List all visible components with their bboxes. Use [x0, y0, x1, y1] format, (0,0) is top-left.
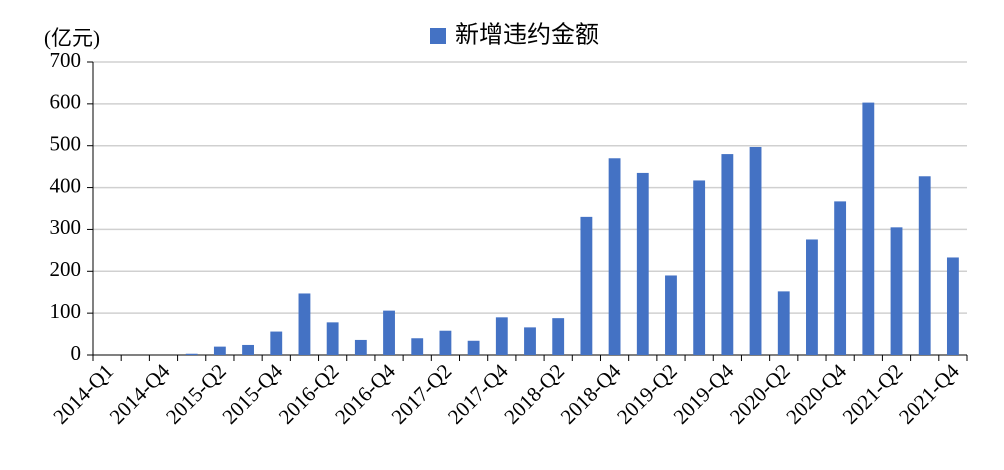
- bar: [862, 102, 875, 355]
- bar: [326, 322, 339, 355]
- bar: [298, 293, 311, 355]
- bar: [270, 331, 283, 355]
- bar: [242, 344, 254, 355]
- x-tick-label: 2020-Q2: [725, 359, 795, 429]
- y-tick-label: 200: [50, 257, 82, 281]
- y-tick-label: 600: [50, 90, 82, 114]
- bar: [806, 239, 818, 355]
- x-tick-label: 2014-Q1: [48, 359, 118, 429]
- legend-label: 新增违约金额: [455, 22, 599, 49]
- bar: [721, 154, 734, 355]
- x-tick-label: 2016-Q2: [274, 359, 344, 429]
- x-tick-label: 2018-Q2: [499, 359, 569, 429]
- bar: [383, 310, 395, 355]
- bar: [213, 346, 226, 355]
- bar: [665, 275, 677, 355]
- bar: [608, 158, 621, 355]
- x-tick-label: 2018-Q4: [556, 359, 626, 429]
- x-tick-label: 2020-Q4: [781, 359, 851, 429]
- bar: [749, 146, 762, 355]
- bar: [834, 201, 847, 355]
- bar: [777, 291, 790, 355]
- bar: [411, 338, 424, 355]
- bar: [890, 227, 903, 355]
- bar: [918, 176, 931, 355]
- x-tick-label: 2019-Q4: [669, 359, 739, 429]
- x-tick-label: 2017-Q2: [387, 359, 457, 429]
- bar: [946, 257, 959, 355]
- y-tick-label: 300: [50, 215, 82, 239]
- bar: [467, 340, 480, 355]
- x-tick-label: 2015-Q2: [161, 359, 231, 429]
- x-tick-label: 2017-Q4: [443, 359, 513, 429]
- x-tick-label: 2016-Q4: [330, 359, 400, 429]
- y-tick-label: 700: [50, 48, 82, 72]
- y-tick-label: 400: [50, 173, 82, 197]
- bar: [439, 330, 452, 355]
- y-tick-label: 0: [71, 341, 82, 365]
- bar: [552, 318, 565, 355]
- y-tick-label: 500: [50, 132, 82, 156]
- y-axis-label: (亿元): [44, 26, 100, 50]
- legend-swatch: [430, 28, 446, 44]
- bar: [495, 317, 508, 355]
- x-tick-label: 2015-Q4: [217, 359, 287, 429]
- bar: [636, 172, 649, 355]
- bar: [185, 353, 198, 355]
- x-tick-label: 2014-Q4: [105, 359, 175, 429]
- bar: [693, 180, 706, 355]
- bar: [580, 216, 593, 355]
- bar: [354, 339, 367, 355]
- x-tick-label: 2019-Q2: [612, 359, 682, 429]
- x-tick-label: 2021-Q2: [838, 359, 908, 429]
- bar: [524, 327, 536, 355]
- y-tick-label: 100: [50, 299, 82, 323]
- x-tick-label: 2021-Q4: [894, 359, 964, 429]
